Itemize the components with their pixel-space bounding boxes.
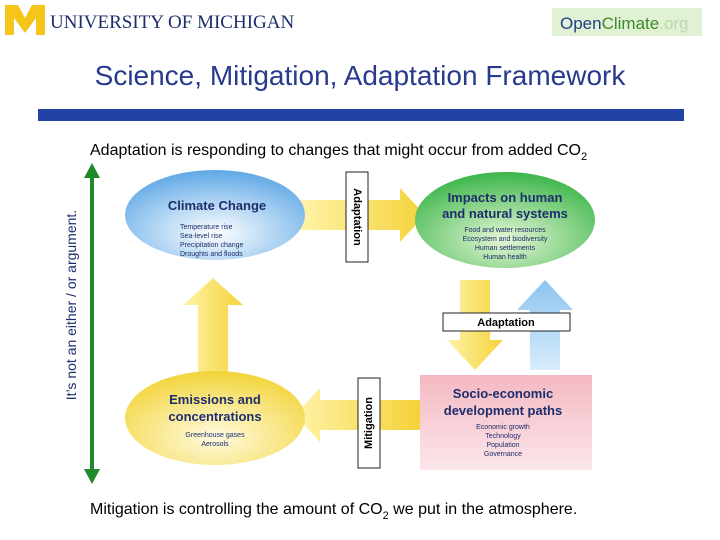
node-label: concentrations [168,409,261,424]
site-part: Open [560,14,602,33]
node-item: Droughts and floods [180,251,243,258]
node-item: Economic growth [476,424,530,431]
node-item: Precipitation change [180,242,244,249]
site-badge [552,8,702,36]
node-label: development paths [444,403,562,418]
site-name: OpenClimate.org [560,14,689,33]
slide-title: Science, Mitigation, Adaptation Framewor… [95,60,627,91]
side-caption: It’s not an either / or argument. [63,210,79,400]
node-item: Human settlements [475,245,536,252]
node-label: Socio-economic [453,386,553,401]
node-label: Emissions and [169,392,261,407]
node-item: Greenhouse gases [185,432,245,439]
caption-text: Adaptation is responding to changes that… [90,142,581,159]
university-name: UNIVERSITY OF MICHIGAN [50,12,294,33]
top-caption: Adaptation is responding to changes that… [90,142,587,163]
link-label: Adaptation [351,188,363,246]
site-part: .org [659,14,688,33]
node-shape [125,170,305,260]
node-label: Impacts on human [448,190,563,205]
caption-text: we put in the atmosphere. [389,501,578,518]
node-item: Population [486,442,519,449]
logo-mark [5,5,45,35]
arrow-up [183,278,243,375]
adaptation-box [442,312,571,332]
node-item: Aerosols [201,441,229,448]
node-item: Sea-level rise [180,233,223,240]
node-item: Temperature rise [180,224,233,231]
node-shape [125,371,305,465]
title-rule [38,109,684,121]
node-item: Governance [484,451,522,458]
bottom-caption: Mitigation is controlling the amount of … [90,501,577,522]
link-label: Mitigation [363,397,375,449]
node-shape [415,172,595,268]
mitigation-box [357,377,381,469]
node-item: Ecosystem and biodiversity [463,236,548,243]
node-label: and natural systems [442,206,568,221]
link-label: Adaptation [477,317,535,329]
node-item: Technology [485,433,521,440]
caption-subscript: 2 [581,151,587,163]
site-part: Climate [602,14,660,33]
node-shape [420,375,592,470]
node-label: Climate Change [168,198,266,213]
adaptation-box [345,171,369,263]
caption-text: Mitigation is controlling the amount of … [90,501,383,518]
node-item: Human health [483,254,527,261]
node-item: Food and water resources [464,227,546,234]
caption-subscript: 2 [383,510,389,522]
